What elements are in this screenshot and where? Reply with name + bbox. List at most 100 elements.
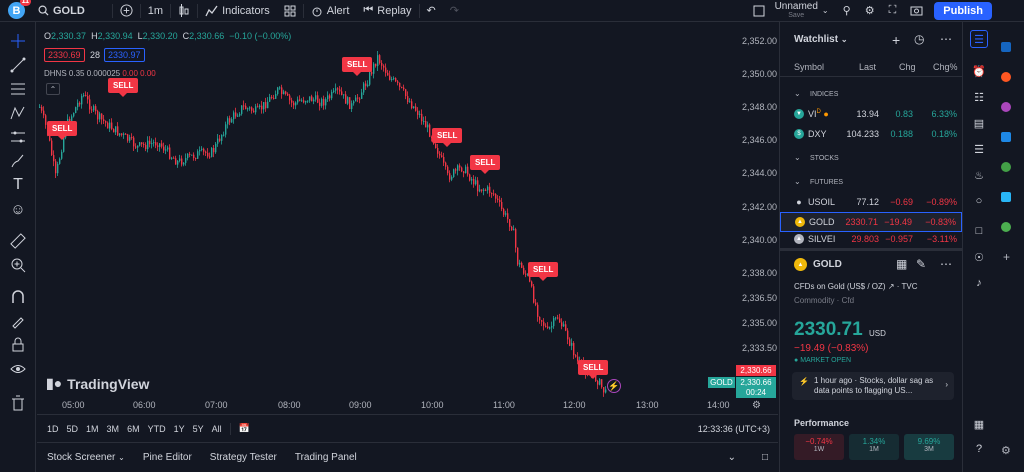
crosshair-icon[interactable] [9, 32, 27, 50]
column-chg-percent[interactable]: Chg% [933, 62, 958, 72]
sell-price-button[interactable]: 2330.69 [44, 48, 85, 62]
edit-icon[interactable]: ✎ [916, 257, 927, 271]
advanced-view-icon[interactable]: ◷ [914, 32, 925, 46]
maximize-icon[interactable]: □ [761, 452, 768, 463]
snapshot-button[interactable] [903, 0, 930, 22]
hotlist-icon[interactable]: ♨ [974, 169, 984, 182]
more-icon[interactable]: ⋯ [940, 32, 952, 46]
chart-type-button[interactable] [171, 0, 197, 22]
lock-icon[interactable] [9, 336, 27, 354]
goto-date-icon[interactable]: 📅 [238, 423, 250, 433]
tab-pine-editor[interactable]: Pine Editor [142, 452, 192, 463]
help-icon[interactable]: ? [975, 443, 983, 455]
range-1y[interactable]: 1Y [173, 423, 185, 434]
fullscreen-button[interactable]: ⛶ [882, 0, 904, 22]
object-tree-icon[interactable]: ☷ [974, 91, 984, 104]
range-1d[interactable]: 1D [47, 423, 59, 434]
gear-icon[interactable]: ⚙ [1001, 445, 1011, 457]
watchlist-row[interactable]: ▲ SILVEI 29.803 −0.957 −3.11% [780, 232, 962, 246]
range-5y[interactable]: 5Y [192, 423, 204, 434]
layout-switch[interactable]: Unnamed Save ⌄ [746, 0, 836, 22]
column-chg[interactable]: Chg [899, 62, 916, 72]
eye-icon[interactable] [9, 360, 27, 378]
redo-button[interactable]: ↷ [443, 0, 466, 22]
watchlist-row[interactable]: ● USOIL 77.12 −0.69 −0.89% [780, 192, 962, 212]
chart-pane[interactable] [37, 22, 778, 414]
compare-button[interactable] [113, 0, 140, 22]
templates-button[interactable] [277, 0, 303, 22]
range-ytd[interactable]: YTD [147, 423, 166, 434]
candle-body [361, 92, 363, 99]
axis-settings-gear-icon[interactable]: ⚙ [752, 400, 761, 411]
news-item[interactable]: ⚡ 1 hour ago · Stocks, dollar sag as dat… [792, 372, 954, 400]
range-all[interactable]: All [211, 423, 222, 434]
range-3m[interactable]: 3M [106, 423, 120, 434]
publish-button[interactable]: Publish [934, 1, 992, 20]
panel-resize-handle[interactable] [780, 248, 962, 251]
lightning-icon[interactable]: ⚡ [607, 379, 621, 393]
column-last[interactable]: Last [859, 62, 877, 72]
ruler-icon[interactable] [9, 232, 27, 250]
symbol-search[interactable]: GOLD [31, 0, 92, 22]
trash-icon[interactable] [9, 394, 27, 412]
more-icon[interactable]: ⋯ [940, 257, 952, 271]
collapse-legend-button[interactable]: ⌃ [46, 83, 60, 95]
trendline-icon[interactable] [9, 56, 27, 74]
range-6m[interactable]: 6M [127, 423, 140, 434]
fib-icon[interactable] [9, 80, 27, 98]
watchlist-row-selected[interactable]: ▲ GOLD 2330.71 −19.49 −0.83% [780, 212, 962, 232]
buy-price-button[interactable]: 2330.97 [104, 48, 145, 62]
tab-trading-panel[interactable]: Trading Panel [294, 452, 357, 463]
zoom-in-icon[interactable] [9, 256, 27, 274]
undo-button[interactable]: ↶ [420, 0, 443, 22]
grid-icon[interactable]: ▦ [896, 257, 908, 271]
quick-search-button[interactable]: ⚲ [836, 0, 858, 22]
range-1m[interactable]: 1M [86, 423, 99, 434]
layers-icon[interactable]: ☰ [974, 143, 984, 156]
external-link-icon[interactable]: ↗ [887, 282, 895, 291]
extension-icon[interactable] [1001, 102, 1011, 112]
streams-icon[interactable]: ☉ [974, 251, 984, 264]
extension-icon[interactable] [1001, 162, 1011, 172]
extension-icon[interactable] [1001, 42, 1011, 52]
extension-icon[interactable] [1001, 192, 1011, 202]
user-avatar[interactable]: B 11 [8, 0, 31, 19]
price-axis[interactable]: 2,352.00 2,350.00 2,348.00 2,346.00 2,34… [734, 22, 778, 414]
range-5d[interactable]: 5D [66, 423, 79, 434]
stay-drawing-icon[interactable] [9, 312, 27, 330]
brush-icon[interactable] [9, 152, 27, 170]
replay-button[interactable]: ⏮ Replay [356, 0, 418, 22]
add-extension-icon[interactable]: + [1003, 250, 1011, 264]
section-indices[interactable]: INDICES [810, 91, 839, 98]
extension-icon[interactable] [1001, 222, 1011, 232]
section-futures[interactable]: FUTURES [810, 179, 844, 186]
tab-stock-screener[interactable]: Stock Screener ⌄ [47, 452, 125, 463]
extension-icon[interactable] [1001, 132, 1011, 142]
settings-button[interactable]: ⚙ [858, 0, 882, 22]
text-icon[interactable]: T [13, 176, 23, 193]
interval-button[interactable]: 1m [147, 4, 164, 17]
pattern-icon[interactable] [9, 104, 27, 122]
alert-button[interactable]: Alert [304, 0, 357, 22]
section-stocks[interactable]: STOCKS [810, 155, 839, 162]
magnet-icon[interactable] [9, 288, 27, 306]
forecast-icon[interactable] [9, 128, 27, 146]
watchlist-row[interactable]: $ DXY 104.233 0.188 0.18% [780, 124, 962, 144]
notifications-bell-icon[interactable]: ♪ [976, 277, 982, 289]
emoji-icon[interactable]: ☺ [10, 200, 26, 218]
extension-icon[interactable] [1001, 72, 1011, 82]
clock[interactable]: 12:33:36 (UTC+3) [697, 423, 770, 434]
chevron-down-icon[interactable]: ⌄ [727, 452, 736, 463]
watchlist-title[interactable]: Watchlist ⌄ [794, 34, 848, 45]
tab-strategy-tester[interactable]: Strategy Tester [209, 452, 277, 463]
add-symbol-icon[interactable]: + [892, 32, 901, 48]
watchlist-row[interactable]: ▼ VID ● 13.94 0.83 6.33% [780, 104, 962, 124]
watchlist-icon[interactable]: ☰ [970, 30, 988, 48]
indicators-button[interactable]: Indicators [198, 0, 277, 22]
calendar-icon[interactable]: ▦ [973, 418, 985, 431]
ideas-icon[interactable]: ○ [975, 195, 983, 207]
alarm-clock-icon[interactable]: ⏰ [972, 65, 986, 78]
column-symbol[interactable]: Symbol [794, 62, 825, 72]
news-icon[interactable]: ▤ [973, 117, 985, 130]
chat-icon[interactable]: □ [975, 225, 983, 237]
